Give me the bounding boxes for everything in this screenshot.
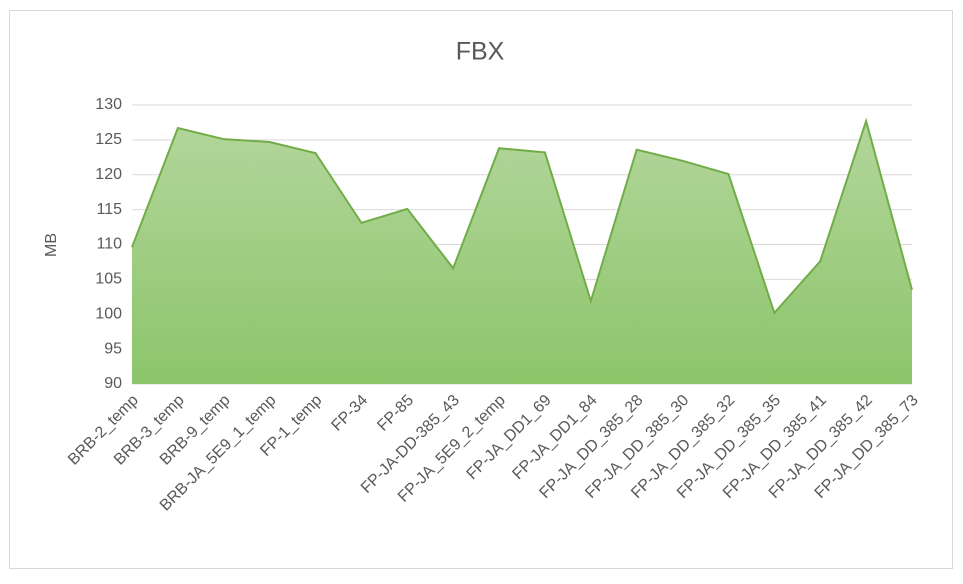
y-tick-label: 90 [104, 375, 122, 392]
chart-title: FBX [456, 38, 505, 66]
y-tick-label: 130 [95, 96, 122, 113]
y-tick-label: 120 [95, 166, 122, 183]
area [132, 121, 912, 384]
line [131, 117, 913, 315]
y-tick-label: 105 [95, 271, 122, 288]
y-tick-label: 100 [95, 305, 122, 322]
y-axis-label: MB [43, 233, 60, 257]
y-tick-label: 110 [96, 236, 122, 253]
y-tick-label: 115 [96, 201, 122, 218]
y-tick-label: 125 [95, 131, 122, 148]
y-tick-label: 95 [104, 340, 122, 357]
